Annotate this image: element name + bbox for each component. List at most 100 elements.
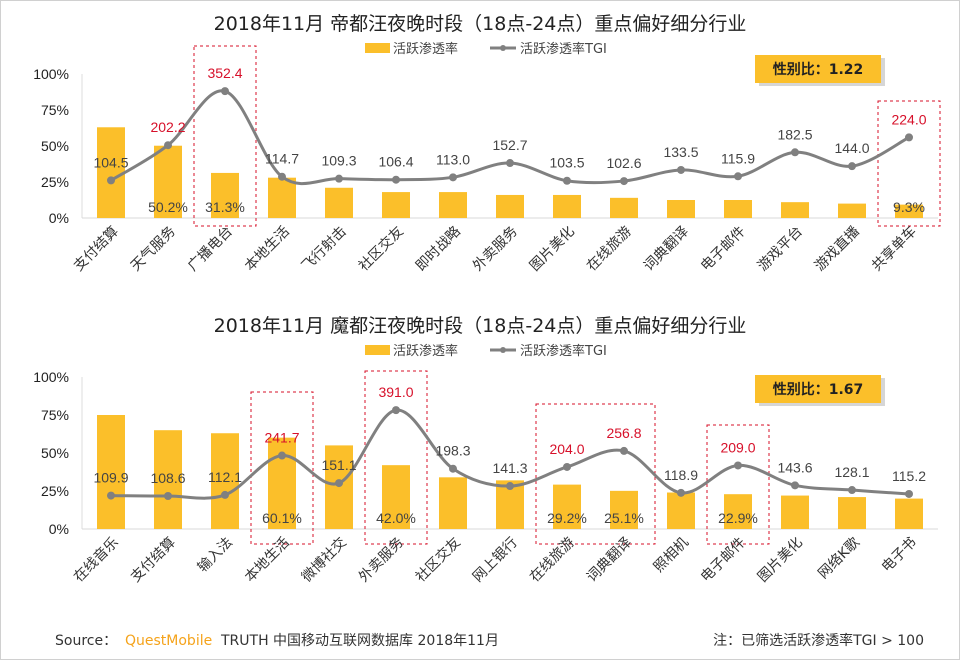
bar <box>439 477 467 529</box>
tgi-label: 114.7 <box>265 151 299 167</box>
category-label: 在线旅游 <box>584 224 635 275</box>
tgi-point <box>734 461 742 470</box>
bar <box>838 497 866 529</box>
bar-value-label: 29.2% <box>547 510 587 526</box>
category-label: 支付结算 <box>71 224 122 275</box>
gender-ratio-text: 性别比：1.22 <box>773 61 864 78</box>
tgi-label: 115.9 <box>721 150 755 166</box>
y-tick-label: 100% <box>33 66 69 82</box>
legend-bar-swatch <box>365 345 390 355</box>
bar <box>781 495 809 529</box>
category-label: 在线音乐 <box>70 534 122 586</box>
y-tick-label: 75% <box>41 407 69 423</box>
bar <box>667 200 695 218</box>
tgi-label: 204.0 <box>549 441 584 457</box>
category-label: 外卖服务 <box>470 224 521 275</box>
bar <box>553 484 581 529</box>
tgi-point <box>791 481 799 490</box>
bar <box>154 145 182 218</box>
category-label: 支付结算 <box>128 535 179 586</box>
tgi-point <box>620 446 628 455</box>
category-label: 输入法 <box>195 535 236 576</box>
y-tick-label: 0% <box>49 521 69 537</box>
bar-value-label: 9.3% <box>893 199 925 215</box>
bar-value-label: 31.3% <box>205 199 245 215</box>
tgi-point <box>620 177 628 186</box>
legend-line-marker <box>500 347 506 353</box>
tgi-label: 106.4 <box>378 154 413 170</box>
bar <box>781 202 809 218</box>
tgi-label: 109.3 <box>321 153 356 169</box>
category-label: 图片美化 <box>527 224 578 275</box>
category-label: 本地生活 <box>242 224 293 275</box>
tgi-label: 256.8 <box>606 425 641 441</box>
bar <box>325 187 353 218</box>
category-label: 词典翻译 <box>584 535 635 586</box>
category-label: 天气服务 <box>128 224 179 275</box>
category-label: 飞行射击 <box>299 224 350 275</box>
y-tick-label: 50% <box>41 138 69 154</box>
y-tick-label: 25% <box>41 174 69 190</box>
category-label: 电子邮件 <box>698 535 749 586</box>
tgi-point <box>506 482 514 491</box>
category-label: 电子书 <box>879 535 920 576</box>
tgi-point <box>449 464 457 473</box>
tgi-point <box>164 491 172 500</box>
y-tick-label: 75% <box>41 102 69 118</box>
tgi-point <box>848 162 856 171</box>
chart-title: 2018年11月 帝都汪夜晚时段（18点-24点）重点偏好细分行业 <box>214 13 747 35</box>
bar <box>667 492 695 529</box>
tgi-label: 108.6 <box>150 470 185 486</box>
tgi-label: 143.6 <box>777 459 812 475</box>
tgi-label: 118.9 <box>664 467 698 483</box>
tgi-point <box>791 148 799 157</box>
legend-bar-label: 活跃渗透率 <box>393 41 458 57</box>
category-label: 图片美化 <box>755 535 806 586</box>
tgi-point <box>848 486 856 495</box>
bar <box>97 127 125 218</box>
footer-note: 注：已筛选活跃渗透率TGI > 100 <box>713 632 924 649</box>
bar <box>211 433 239 529</box>
category-label: 即时战略 <box>413 224 464 275</box>
tgi-label: 352.4 <box>207 65 242 81</box>
category-label: 在线旅游 <box>527 535 578 586</box>
y-tick-label: 25% <box>41 483 69 499</box>
tgi-point <box>392 406 400 415</box>
tgi-label: 128.1 <box>834 464 869 480</box>
tgi-point <box>164 141 172 150</box>
category-label: 照相机 <box>651 535 692 576</box>
bar <box>154 430 182 529</box>
category-label: 网上银行 <box>470 535 521 586</box>
bar <box>496 194 524 218</box>
category-label: 广播电台 <box>185 224 236 275</box>
legend-bar-label: 活跃渗透率 <box>393 343 458 359</box>
footer-brand: QuestMobile <box>125 633 212 649</box>
tgi-label: 144.0 <box>834 140 869 156</box>
tgi-label: 113.0 <box>436 151 470 167</box>
tgi-point <box>563 176 571 185</box>
footer-source-label: Source： <box>55 633 117 649</box>
category-label: 外卖服务 <box>356 535 407 586</box>
tgi-point <box>905 489 913 498</box>
tgi-label: 102.6 <box>606 155 641 171</box>
tgi-line <box>110 89 910 186</box>
tgi-label: 141.3 <box>492 460 527 476</box>
bar <box>895 204 923 218</box>
bar <box>211 172 239 218</box>
tgi-label: 133.5 <box>663 144 698 160</box>
tgi-label: 151.1 <box>321 457 356 473</box>
bar <box>895 498 923 529</box>
tgi-point <box>563 462 571 471</box>
bar <box>382 192 410 218</box>
tgi-point <box>221 490 229 499</box>
tgi-label: 152.7 <box>492 137 527 153</box>
highlight-box <box>250 391 314 545</box>
legend-line-label: 活跃渗透率TGI <box>520 343 607 359</box>
tgi-label: 182.5 <box>777 126 812 142</box>
chart-title: 2018年11月 魔都汪夜晚时段（18点-24点）重点偏好细分行业 <box>214 315 747 337</box>
bar <box>724 200 752 218</box>
category-label: 词典翻译 <box>641 224 692 275</box>
